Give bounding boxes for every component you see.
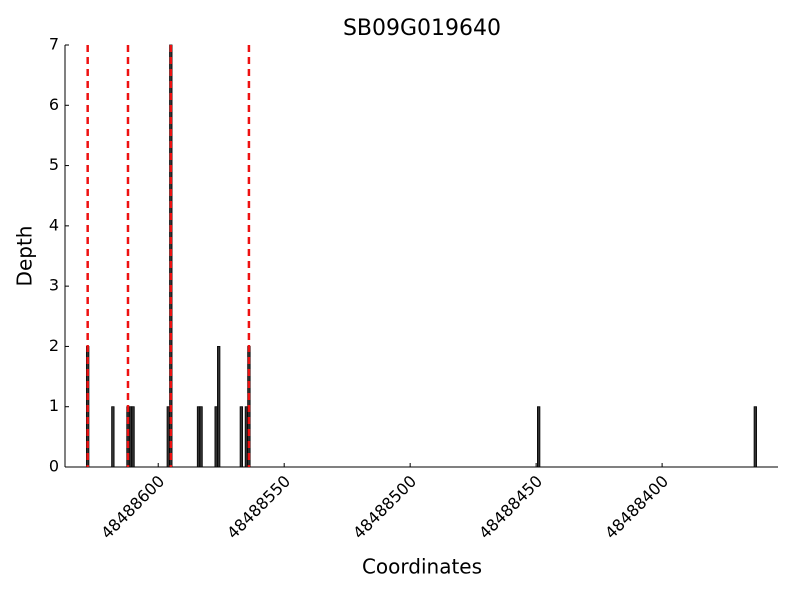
y-tick-label: 4 bbox=[49, 215, 59, 234]
y-tick-label: 5 bbox=[49, 155, 59, 174]
x-tick-label: 48488500 bbox=[349, 472, 420, 543]
bar bbox=[111, 406, 115, 468]
bar bbox=[753, 406, 757, 468]
y-tick-label: 2 bbox=[49, 336, 59, 355]
x-tick-label: 48488450 bbox=[475, 472, 546, 543]
y-tick-label: 6 bbox=[49, 95, 59, 114]
y-tick-label: 1 bbox=[49, 396, 59, 415]
bar bbox=[239, 406, 244, 468]
y-tick-label: 7 bbox=[49, 35, 59, 54]
bar bbox=[217, 346, 221, 468]
x-tick-label: 48488600 bbox=[97, 472, 168, 543]
bar bbox=[199, 406, 203, 468]
bar bbox=[131, 406, 135, 468]
x-tick-label: 48488400 bbox=[601, 472, 672, 543]
x-axis-title: Coordinates bbox=[362, 555, 482, 579]
x-tick-label: 48488550 bbox=[223, 472, 294, 543]
y-tick-label: 0 bbox=[49, 457, 59, 476]
y-tick-label: 3 bbox=[49, 276, 59, 295]
chart-title: SB09G019640 bbox=[343, 16, 501, 41]
y-axis-title: Depth bbox=[13, 226, 37, 287]
bar bbox=[537, 406, 541, 468]
